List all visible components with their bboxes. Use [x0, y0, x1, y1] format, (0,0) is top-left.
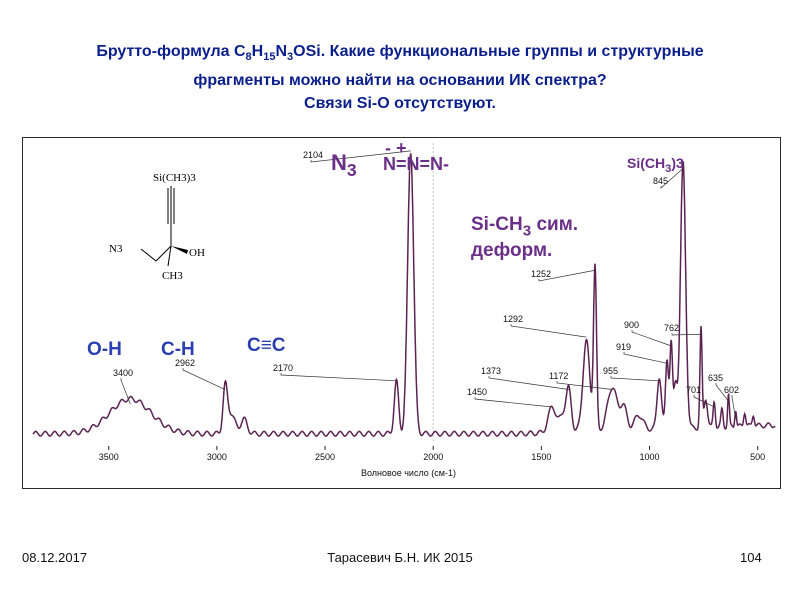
peak-label-1450: 1450 [467, 387, 487, 397]
chart-layer: 3500 3000 2500 2000 1500 1000 500 Волновое числ… [32, 138, 776, 478]
peak-leader-2104 [310, 150, 411, 163]
peak-leader-1252 [538, 269, 596, 282]
peak-label-2962: 2962 [175, 358, 195, 368]
peak-label-3400: 3400 [113, 368, 133, 378]
peak-label-955: 955 [603, 366, 618, 376]
annotation-sime3: Si(CH3)3 [627, 155, 684, 175]
peak-leader-1292 [510, 324, 587, 338]
footer-author: Тарасевич Б.Н. ИК 2015 [327, 550, 473, 565]
title-line-3: Связи Si-O отсутствуют. [304, 95, 496, 113]
annotation-deform: деформ. [471, 240, 552, 261]
peak-leader-1172 [556, 381, 613, 390]
footer-page-number: 104 [740, 550, 762, 565]
peak-label-2170: 2170 [273, 363, 293, 373]
peak-leader-762 [671, 333, 702, 336]
peak-label-602: 602 [724, 385, 739, 395]
footer-date: 08.12.2017 [22, 550, 88, 565]
slide-title: Брутто-формула C8H15N3OSi. Какие функцио… [0, 40, 800, 115]
annotation-azide: N=N=N- [383, 154, 449, 174]
annotation-cc: C≡C [247, 335, 286, 356]
peak-leader-2170 [280, 373, 397, 382]
title-line-2: фрагменты можно найти на основании ИК сп… [193, 72, 607, 90]
mol-label-sime3: Si(CH3)3 [153, 172, 196, 184]
peak-leader-602 [731, 395, 736, 419]
peak-label-1373: 1373 [481, 366, 501, 376]
annotation-sich3-sym: Si-CH3 сим. [471, 214, 578, 239]
peak-label-919: 919 [616, 342, 631, 352]
spectrum-panel: Si(CH3)3 N3 OH CH3 3500 3000 2500 2000 1500 1… [22, 137, 781, 489]
x-tick-label-2500: 2500 [315, 452, 335, 462]
spectrum-curve [32, 153, 776, 437]
formula-element-0: C [233, 43, 246, 60]
formula-element-2: N [275, 43, 288, 60]
peak-leader-845 [660, 168, 684, 189]
annotation-n3: N3 [331, 150, 357, 180]
peak-leader-919 [623, 352, 668, 364]
peak-label-1252: 1252 [531, 269, 551, 279]
x-tick-label-3500: 3500 [99, 452, 119, 462]
x-tick-label-2000: 2000 [423, 452, 443, 462]
peak-leader-2962 [182, 368, 226, 390]
formula-subscript-1: 15 [263, 51, 276, 64]
x-tick-label-500: 500 [750, 452, 765, 462]
molecule-structure: Si(CH3)3 N3 OH CH3 [109, 172, 205, 282]
peak-label-762: 762 [664, 323, 679, 333]
peak-label-2104: 2104 [303, 150, 323, 160]
ir-spectrum-chart: Si(CH3)3 N3 OH CH3 3500 3000 2500 2000 1500 1… [32, 138, 776, 478]
formula-subscript-2: 3 [287, 51, 294, 64]
x-axis-label: Волновое число (см-1) [361, 468, 456, 478]
x-tick-label-1000: 1000 [640, 452, 660, 462]
annotation-oh: O-H [87, 339, 122, 360]
peak-leader-1373 [488, 376, 569, 390]
peak-leader-635 [715, 383, 729, 402]
peak-label-635: 635 [708, 373, 723, 383]
annotation-azide-charges: - + [385, 138, 407, 158]
peak-leader-701 [693, 395, 715, 408]
formula-element-3: OSi [293, 43, 321, 60]
peak-leader-3400 [120, 378, 131, 405]
peak-leader-1450 [474, 397, 553, 408]
peak-label-845: 845 [653, 176, 668, 186]
formula-subscript-0: 8 [245, 51, 252, 64]
x-tick-label-3000: 3000 [207, 452, 227, 462]
mol-label-ch3: CH3 [162, 270, 183, 282]
annotation-ch: C-H [161, 339, 195, 360]
peak-leader-955 [610, 376, 660, 382]
brutto-formula: C8H15N3OSi [233, 43, 321, 64]
mol-label-n3: N3 [109, 243, 123, 255]
peak-label-1172: 1172 [549, 371, 568, 381]
mol-label-oh: OH [189, 247, 205, 259]
peak-label-900: 900 [624, 320, 639, 330]
title-line-1: Брутто-формула C8H15N3OSi. Какие функцио… [96, 43, 704, 64]
formula-element-1: H [251, 43, 264, 60]
peak-leader-900 [631, 330, 672, 347]
x-tick-label-1500: 1500 [531, 452, 551, 462]
peak-label-1292: 1292 [503, 314, 523, 324]
peak-label-701: 701 [686, 385, 701, 395]
